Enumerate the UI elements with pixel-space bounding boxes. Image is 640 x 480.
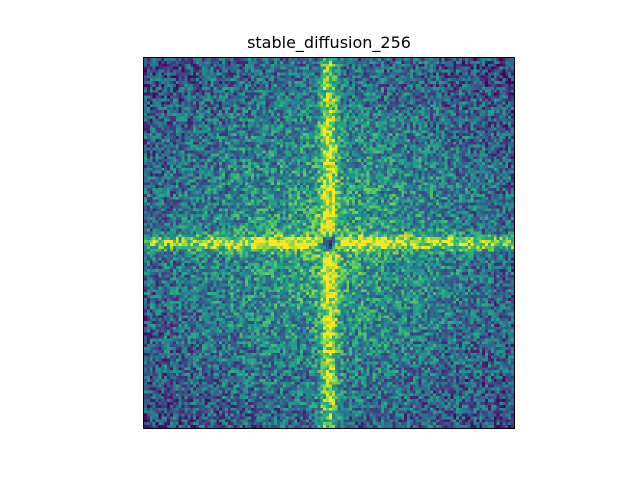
chart-title: stable_diffusion_256 [247, 33, 411, 52]
heatmap-image [144, 58, 514, 428]
